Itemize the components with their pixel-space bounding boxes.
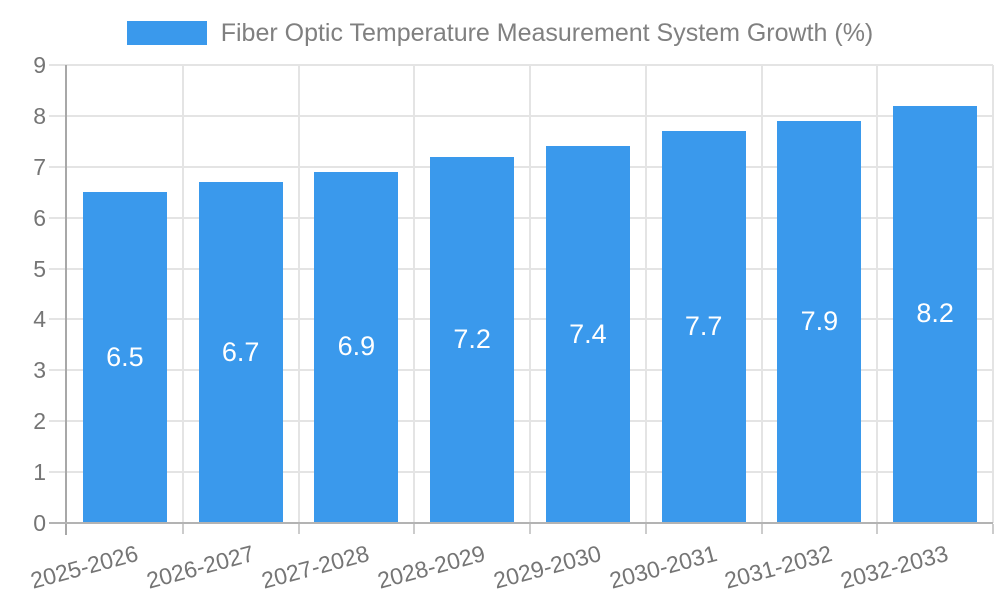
x-tick-label: 2031-2032 — [722, 540, 836, 594]
h-gridline — [49, 165, 993, 168]
x-axis-tick — [413, 524, 416, 534]
y-tick-label: 1 — [33, 459, 46, 486]
y-tick-label: 7 — [33, 153, 46, 180]
bar-value-label: 7.4 — [569, 318, 607, 349]
x-tick-label: 2025-2026 — [27, 540, 141, 594]
bar[interactable]: 7.9 — [777, 120, 862, 522]
v-gridline — [529, 65, 531, 523]
bar[interactable]: 6.7 — [198, 182, 283, 522]
v-gridline — [760, 65, 763, 523]
h-gridline — [49, 471, 993, 474]
v-gridline — [644, 65, 647, 523]
y-tick-label: 4 — [33, 306, 46, 333]
h-gridline — [49, 318, 993, 321]
x-axis-tick — [876, 524, 879, 534]
x-tick-label: 2026-2027 — [143, 540, 257, 594]
bar[interactable]: 7.2 — [430, 156, 515, 522]
x-axis-line — [49, 522, 993, 524]
bar-value-label: 7.9 — [800, 305, 839, 336]
bar-value-label: 6.5 — [106, 341, 144, 372]
bar[interactable]: 7.7 — [661, 131, 746, 522]
x-axis-tick — [181, 524, 184, 534]
v-gridline — [297, 65, 300, 523]
bar-value-label: 7.7 — [684, 311, 723, 342]
bar-value-label: 7.2 — [453, 323, 491, 354]
v-gridline — [181, 65, 184, 523]
bar[interactable]: 8.2 — [893, 105, 978, 522]
bar[interactable]: 7.4 — [545, 146, 630, 522]
y-tick-label: 6 — [33, 204, 46, 231]
x-axis-tick — [297, 524, 300, 534]
y-tick-label: 8 — [33, 102, 46, 129]
y-tick-label: 2 — [33, 408, 46, 435]
x-axis-tick — [644, 524, 647, 534]
v-gridline — [992, 65, 994, 523]
bar[interactable]: 6.5 — [82, 192, 167, 522]
x-axis-tick — [760, 524, 763, 534]
h-gridline — [49, 64, 993, 66]
x-tick-label: 2032-2033 — [837, 540, 951, 594]
h-gridline — [49, 420, 993, 423]
bar-value-label: 8.2 — [916, 298, 954, 329]
bar-value-label: 6.7 — [221, 336, 260, 367]
x-axis-tick — [529, 524, 531, 534]
v-gridline — [413, 65, 416, 523]
legend-swatch — [126, 21, 207, 45]
x-tick-label: 2030-2031 — [606, 540, 720, 594]
v-gridline — [876, 65, 879, 523]
legend-label: Fiber Optic Temperature Measurement Syst… — [220, 19, 874, 47]
h-gridline — [49, 216, 993, 219]
bar-value-label: 6.9 — [337, 331, 376, 362]
x-axis-tick — [992, 524, 994, 534]
bar[interactable]: 6.9 — [314, 171, 399, 522]
y-tick-label: 0 — [33, 510, 46, 536]
y-tick-label: 5 — [33, 255, 46, 282]
y-axis-line — [65, 65, 67, 535]
y-tick-label: 9 — [33, 52, 46, 78]
h-gridline — [49, 114, 993, 117]
h-gridline — [49, 267, 993, 270]
y-tick-label: 3 — [33, 357, 46, 384]
h-gridline — [49, 369, 993, 372]
x-tick-label: 2027-2028 — [259, 540, 373, 594]
x-tick-label: 2028-2029 — [374, 540, 488, 594]
chart-legend[interactable]: Fiber Optic Temperature Measurement Syst… — [0, 19, 1000, 47]
x-tick-label: 2029-2030 — [490, 540, 604, 594]
